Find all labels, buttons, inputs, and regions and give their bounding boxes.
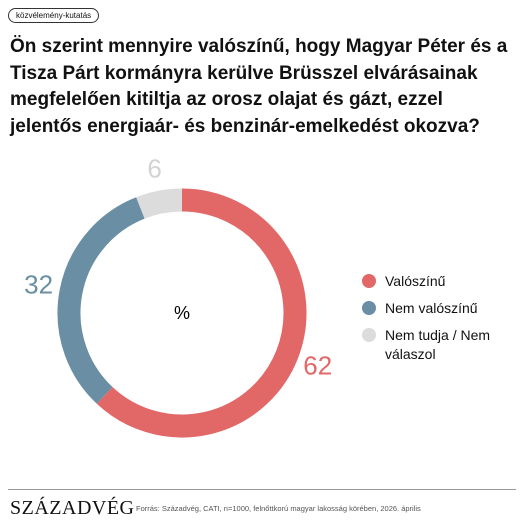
legend-item: Valószínű — [362, 272, 495, 291]
donut-segment — [136, 188, 183, 219]
chart-title: Ön szerint mennyire valószínű, hogy Magy… — [10, 36, 508, 137]
donut-segment — [96, 188, 307, 438]
legend-swatch — [362, 301, 376, 315]
value-label: 32 — [24, 270, 53, 300]
tag: közvélemény-kutatás — [8, 8, 100, 23]
value-label: 62 — [303, 351, 332, 381]
footer-rule — [8, 489, 516, 490]
center-label: % — [174, 303, 190, 323]
value-label: 6 — [147, 154, 161, 184]
chart: % 62 32 6 — [24, 154, 332, 438]
legend-swatch — [362, 328, 376, 342]
source: Forrás: Századvég, CATI, n=1000, felnőtt… — [136, 504, 421, 513]
logo: SZÁZADVÉG — [10, 497, 135, 519]
legend-item: Nem tudja / Nem válaszol — [362, 326, 495, 364]
legend: Valószínű Nem valószínű Nem tudja / Nem vá… — [362, 272, 495, 372]
legend-item: Nem valószínű — [362, 299, 495, 318]
donut-segment — [57, 197, 145, 404]
legend-label: Nem tudja / Nem válaszol — [385, 327, 491, 362]
legend-swatch — [362, 274, 376, 288]
legend-label: Valószínű — [385, 273, 446, 289]
legend-label: Nem valószínű — [385, 300, 478, 316]
